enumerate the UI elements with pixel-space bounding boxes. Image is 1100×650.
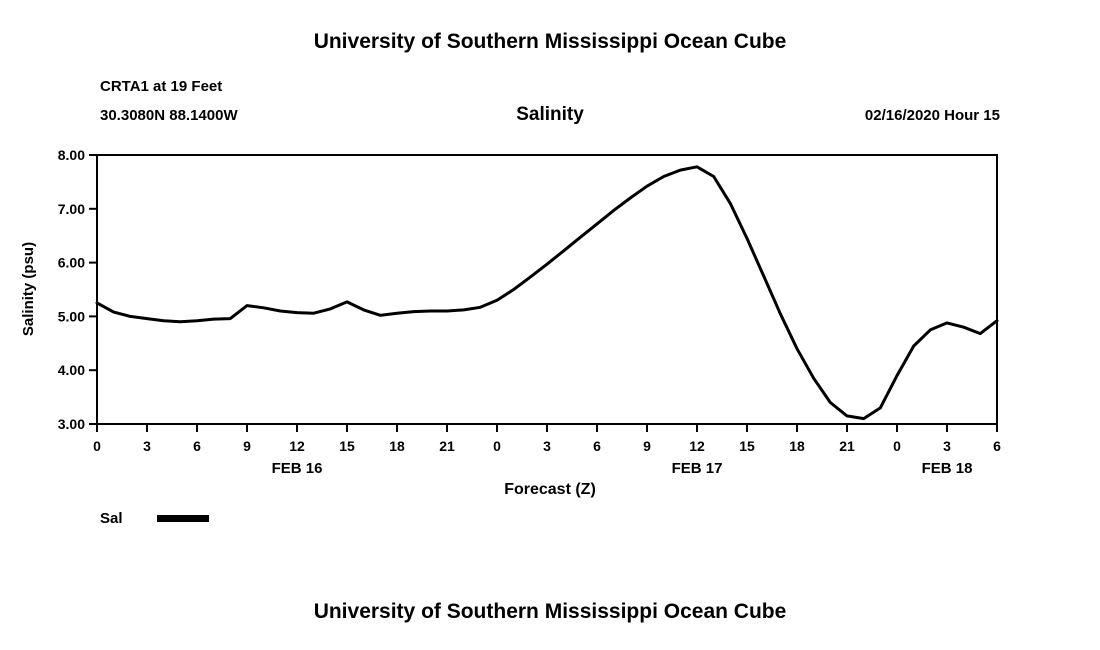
x-tick-label: 9: [643, 438, 651, 454]
x-date-label: FEB 18: [922, 460, 973, 477]
x-tick-label: 6: [593, 438, 601, 454]
x-date-label: FEB 16: [272, 460, 323, 477]
legend-series-label: Sal: [100, 509, 123, 527]
x-tick-label: 15: [739, 438, 755, 454]
x-tick-label: 18: [389, 438, 405, 454]
y-tick-label: 8.00: [58, 147, 85, 163]
x-tick-label: 18: [789, 438, 805, 454]
forecast-datetime-label: 02/16/2020 Hour 15: [864, 107, 1000, 124]
y-tick-label: 4.00: [58, 362, 85, 378]
legend: Sal: [100, 509, 209, 527]
x-tick-label: 9: [243, 438, 251, 454]
x-tick-label: 0: [493, 438, 501, 454]
x-tick-label: 0: [893, 438, 901, 454]
legend-line-swatch: [156, 514, 209, 522]
x-date-label: FEB 17: [672, 460, 723, 477]
x-tick-label: 15: [339, 438, 355, 454]
salinity-line: [95, 165, 999, 421]
station-id-label: CRTA1 at 19 Feet: [100, 78, 223, 95]
x-tick-label: 3: [143, 438, 151, 454]
y-tick-label: 3.00: [58, 416, 85, 432]
x-tick-label: 3: [943, 438, 951, 454]
y-tick-label: 5.00: [58, 308, 85, 324]
y-axis-title: Salinity (psu): [20, 241, 37, 337]
y-tick-label: 7.00: [58, 201, 85, 217]
plot-frame: [96, 154, 998, 425]
x-tick-label: 21: [839, 438, 855, 454]
x-tick-label: 12: [289, 438, 305, 454]
x-tick-label: 0: [93, 438, 101, 454]
x-axis-title: Forecast (Z): [504, 481, 596, 498]
x-tick-label: 3: [543, 438, 551, 454]
station-coordinates-label: 30.3080N 88.1400W: [100, 107, 238, 124]
y-tick-label: 6.00: [58, 255, 85, 271]
x-tick-label: 12: [689, 438, 705, 454]
x-tick-label: 6: [993, 438, 1001, 454]
x-tick-label: 21: [439, 438, 455, 454]
page-title-top: University of Southern Mississippi Ocean…: [313, 30, 787, 53]
x-tick-label: 6: [193, 438, 201, 454]
page-title-bottom: University of Southern Mississippi Ocean…: [313, 600, 787, 623]
chart-title: Salinity: [516, 104, 584, 125]
